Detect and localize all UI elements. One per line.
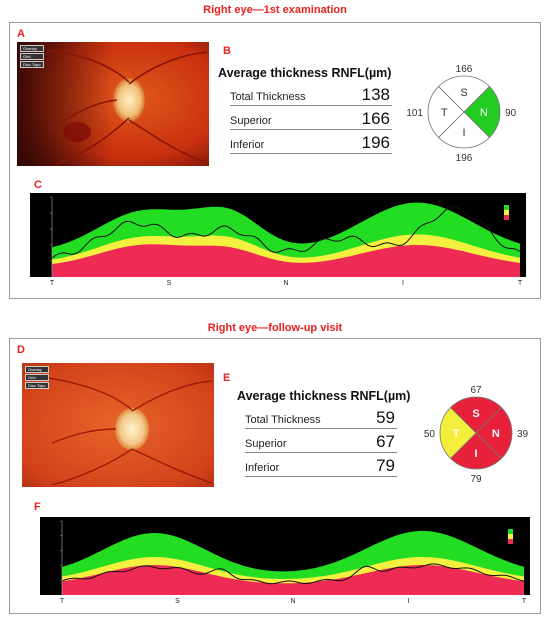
superior-value: 166: [361, 109, 390, 128]
superior-row: Superior 166: [230, 107, 392, 130]
superior-value: 67: [376, 432, 395, 451]
quadrant-n: [463, 85, 501, 139]
total-thickness-row: Total Thickness 59: [245, 407, 397, 429]
total-thickness-row: Total Thickness 138: [230, 83, 392, 106]
quadrant-value-n: 90: [505, 108, 517, 119]
quadrant-i: [449, 432, 503, 470]
first-exam-title: Right eye—1st examination: [203, 4, 347, 16]
total-thickness-label: Total Thickness: [230, 91, 306, 103]
total-thickness-value: 59: [376, 408, 395, 427]
panel-label-f: F: [34, 501, 41, 513]
quadrant-value-s: 67: [470, 385, 482, 396]
axis-tick-i: I: [402, 280, 404, 287]
quadrant-letter-t: T: [441, 107, 448, 119]
quadrant-i: [437, 111, 491, 149]
avg-thickness-title: Average thickness RNFL(µm): [218, 66, 392, 80]
panel-label-a: A: [17, 28, 25, 40]
quadrant-value-n: 39: [517, 429, 529, 440]
axis-tick-n: N: [283, 280, 288, 287]
inferior-value: 79: [376, 456, 395, 475]
disc-topo-button[interactable]: Disc Topo: [25, 382, 49, 389]
axis-tick-t: T: [60, 598, 65, 605]
followup-title: Right eye—follow-up visit: [207, 322, 343, 334]
quadrant-chart-first: S N I T 166 90 196 101: [406, 64, 517, 164]
quadrant-letter-n: N: [480, 107, 488, 119]
avg-thickness-title: Average thickness RNFL(µm): [237, 389, 411, 403]
overlay-button[interactable]: Overlay: [25, 366, 49, 373]
quadrant-value-i: 79: [470, 474, 482, 485]
patient-thickness-line: [61, 563, 525, 585]
axis-tick-t: T: [50, 280, 55, 287]
quadrant-letter-i: I: [462, 127, 465, 139]
overlay-button[interactable]: Overlay: [20, 45, 44, 52]
quadrant-n: [475, 406, 513, 460]
panel-label-b: B: [223, 45, 231, 57]
fundus-photo-followup: Overlay Grid Disc Topo: [22, 363, 214, 487]
axis-tick-t: T: [522, 598, 527, 605]
inferior-label: Inferior: [230, 139, 265, 151]
quadrant-s: [449, 396, 503, 434]
quadrant-t: [427, 85, 465, 139]
quadrant-letter-i: I: [474, 448, 477, 460]
total-thickness-value: 138: [361, 85, 390, 104]
first-exam-panel: A B C: [9, 22, 541, 299]
grid-button[interactable]: Grid: [25, 374, 49, 381]
axis-tick-s: S: [175, 598, 180, 605]
axis-tick-t: T: [518, 280, 523, 287]
quadrant-value-t: 101: [406, 108, 423, 119]
axis-tick-s: S: [167, 280, 172, 287]
quadrant-value-s: 166: [456, 64, 473, 75]
quadrant-letter-s: S: [460, 87, 467, 99]
quadrant-value-t: 50: [424, 429, 436, 440]
axis-tick-n: N: [290, 598, 295, 605]
total-thickness-label: Total Thickness: [245, 414, 321, 426]
panel-label-c: C: [34, 179, 42, 191]
panel-label-e: E: [223, 372, 231, 384]
grid-button[interactable]: Grid: [20, 53, 44, 60]
inferior-row: Inferior 196: [230, 131, 392, 154]
abnormal-band-red: [62, 565, 524, 595]
superior-row: Superior 67: [245, 431, 397, 453]
axis-tick-i: I: [408, 598, 410, 605]
disc-topo-button[interactable]: Disc Topo: [20, 61, 44, 68]
abnormal-band-red: [52, 244, 520, 277]
quadrant-t: [439, 406, 477, 460]
superior-label: Superior: [245, 438, 287, 450]
patient-thickness-line: [51, 205, 521, 259]
quadrant-s: [437, 75, 491, 113]
quadrant-letter-t: T: [453, 428, 460, 440]
quadrant-value-i: 196: [456, 153, 473, 164]
inferior-value: 196: [361, 133, 390, 152]
inferior-row: Inferior 79: [245, 455, 397, 477]
quadrant-chart-followup: S N I T 67 39 79 50: [424, 385, 529, 485]
followup-panel: D E F Overlay Grid Dis: [9, 338, 541, 614]
superior-label: Superior: [230, 115, 272, 127]
panel-label-d: D: [17, 344, 25, 356]
quadrant-letter-n: N: [492, 428, 500, 440]
quadrant-letter-s: S: [472, 408, 479, 420]
fundus-photo-first: Overlay Grid Disc Topo: [17, 42, 209, 166]
inferior-label: Inferior: [245, 462, 280, 474]
